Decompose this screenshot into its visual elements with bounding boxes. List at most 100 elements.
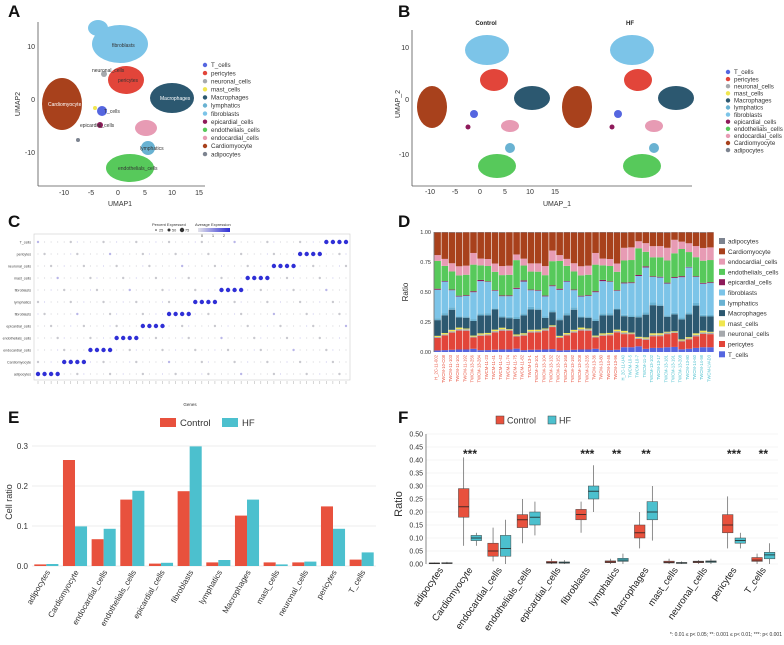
- stacked-segment-cardiomyocyte: [563, 232, 571, 259]
- dotplot-dot: [116, 241, 118, 243]
- dotplot-dot: [181, 301, 183, 303]
- legend-label-cardiomyocyte: Cardiomyocyte: [211, 143, 253, 150]
- cluster-label-pericytes: pericytes: [118, 78, 139, 84]
- dotplot-dot: [344, 324, 348, 328]
- dotplot-dot: [141, 312, 145, 316]
- stacked-segment-neuronal-cells: [620, 332, 628, 335]
- dotplot-dot: [272, 312, 276, 316]
- stacked-segment-mast-cells: [470, 335, 477, 337]
- dotplot-dot: [345, 337, 347, 339]
- stacked-category-label: TWCM-13-208: [577, 354, 582, 382]
- stacked-d-panel: H_2C-11-002 TWCM-10-C08 TWCM-11-103 TWCM-11…: [401, 230, 778, 383]
- legend-swatch-neuronal-cells: [202, 79, 208, 84]
- stacked-segment-adipocytes: [541, 232, 549, 233]
- bar-e-legend-label: Control: [180, 418, 211, 429]
- stacked-segment-t-cells: [707, 347, 714, 352]
- dotplot-dot: [57, 253, 59, 255]
- stacked-segment-endothelials-cells: [534, 271, 542, 291]
- dotplot-dot: [69, 240, 72, 244]
- stacked-segment-pericytes: [620, 334, 628, 348]
- dotplot-dot: [338, 301, 340, 303]
- dotplot-dot: [286, 313, 288, 315]
- stacked-segment-endothelials-cells: [527, 271, 535, 290]
- stacked-segment-neuronal-cells: [549, 326, 556, 328]
- dotplot-dot: [155, 289, 157, 291]
- dotplot-dot: [148, 361, 150, 363]
- dotplot-dot: [76, 289, 78, 291]
- dotplot-dot: [260, 301, 262, 303]
- stacked-segment-neuronal-cells: [642, 338, 650, 340]
- dotplot-dot: [76, 252, 79, 256]
- stacked-segment-mast-cells: [678, 339, 685, 341]
- stacked-segment-pericytes: [599, 335, 607, 351]
- dotplot-dot: [318, 276, 321, 280]
- dotplot-dot: [278, 263, 283, 269]
- umap-b-xtick: 10: [526, 189, 534, 196]
- panel-label-c: C: [8, 212, 21, 231]
- stacked-category-label: TWCM-11-104: [455, 354, 460, 382]
- stacked-segment-epicardial-cells: [649, 276, 657, 277]
- stacked-segment-cardiomyocyte: [635, 232, 642, 242]
- bar-e-bar-hf: [218, 560, 231, 566]
- dotplot-dot: [89, 276, 92, 280]
- stacked-segment-t-cells: [613, 349, 621, 352]
- dotplot-dot: [148, 337, 150, 339]
- dotplot-dot: [220, 265, 223, 267]
- dotplot-dot: [89, 361, 91, 363]
- stacked-segment-macrophages: [434, 320, 441, 336]
- dotplot-dot: [37, 265, 39, 267]
- stacked-segment-endocardial-cells: [656, 246, 664, 258]
- stacked-segment-fibroblasts: [484, 281, 492, 314]
- stacked-segment-neuronal-cells: [470, 336, 477, 338]
- dotplot-dot: [345, 373, 347, 375]
- stacked-segment-macrophages: [563, 315, 571, 334]
- stacked-segment-macrophages: [506, 318, 513, 330]
- dotplot-c-panel: Percent Expressed Average Expression 25 5…: [3, 222, 351, 407]
- dotplot-dot: [312, 313, 314, 315]
- dotplot-dot: [188, 325, 190, 327]
- dotplot-dot: [233, 360, 236, 364]
- panel-label-b: B: [398, 2, 411, 21]
- stacked-segment-neuronal-cells: [577, 329, 585, 331]
- dotplot-dot: [49, 324, 53, 328]
- stacked-segment-epicardial-cells: [534, 290, 542, 291]
- stacked-segment-epicardial-cells: [549, 285, 556, 287]
- dotplot-dot: [82, 324, 86, 328]
- dotplot-dot: [50, 277, 52, 279]
- legend-label-epicardial-cells: epicardial_cells: [734, 119, 776, 126]
- dotplot-dot: [167, 300, 171, 304]
- stacked-segment-lymphatics: [620, 314, 628, 317]
- dotplot-dot: [96, 313, 98, 315]
- stacked-segment-adipocytes: [577, 232, 585, 233]
- stacked-segment-fibroblasts: [699, 283, 707, 315]
- stacked-segment-endothelials-cells: [498, 275, 506, 296]
- stacked-category-label: TWCM-13-208: [678, 354, 683, 382]
- stacked-segment-lymphatics: [649, 302, 657, 306]
- bar-e-category-label: mast_cells: [255, 569, 282, 606]
- dotplot-dot: [89, 313, 91, 315]
- stacked-segment-lymphatics: [491, 308, 499, 310]
- dotplot-dot: [142, 301, 144, 303]
- dotplot-dot: [148, 253, 150, 255]
- dotplot-dot: [312, 349, 314, 351]
- dotplot-dot: [279, 277, 282, 279]
- stacked-segment-endothelials-cells: [556, 260, 563, 289]
- dotplot-dot: [240, 265, 242, 267]
- stacked-segment-endocardial-cells: [527, 263, 535, 272]
- dotplot-dot: [101, 347, 106, 353]
- stacked-category-label: TWCM-11-23: [484, 354, 489, 379]
- stacked-segment-fibroblasts: [498, 296, 506, 317]
- stacked-segment-cardiomyocyte: [498, 232, 506, 267]
- umap-a-xtick: 0: [116, 190, 120, 197]
- dotplot-dot: [332, 337, 334, 339]
- dotplot-dot: [175, 325, 177, 327]
- stacked-segment-epicardial-cells: [620, 282, 628, 284]
- dotplot-dot: [116, 361, 118, 363]
- stacked-segment-endocardial-cells: [463, 265, 470, 275]
- stacked-segment-epicardial-cells: [434, 288, 441, 290]
- dotplot-dot: [63, 288, 66, 292]
- stacked-segment-epicardial-cells: [491, 290, 499, 291]
- dotplot-dot: [142, 265, 144, 267]
- legend-swatch-endocardial-cells: [202, 135, 208, 141]
- dotplot-dot: [331, 300, 335, 304]
